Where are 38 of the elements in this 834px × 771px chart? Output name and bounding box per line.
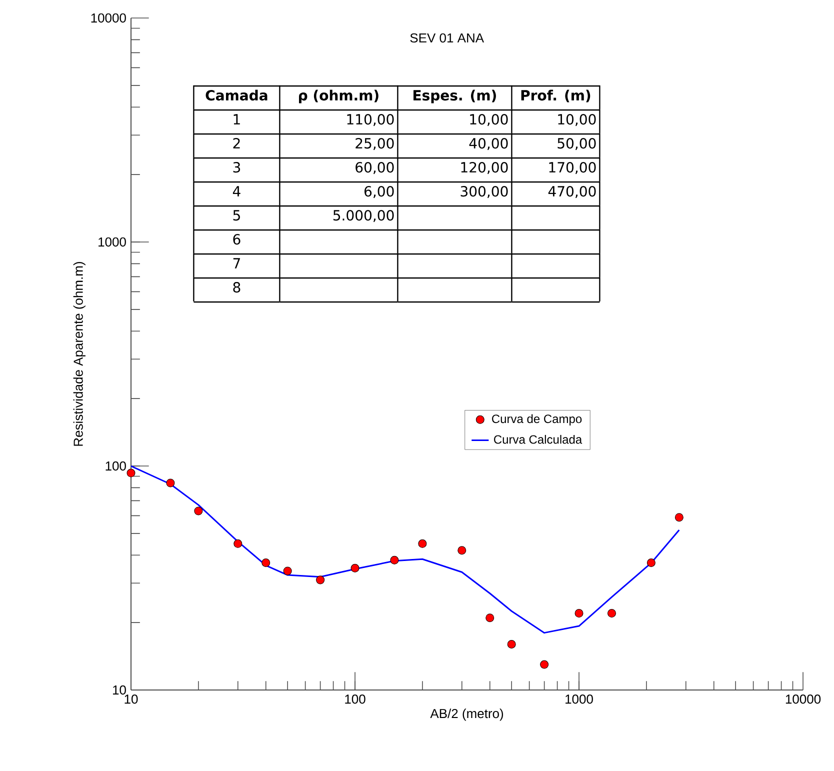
y-tick-label: 10000 bbox=[91, 13, 126, 23]
annotation: 5 bbox=[233, 210, 240, 221]
annotation: 10,00 bbox=[470, 114, 508, 126]
annotation: 120,00 bbox=[461, 162, 508, 174]
annotation: Prof. (m) bbox=[521, 90, 590, 102]
y-tick-label: 10 bbox=[113, 685, 126, 695]
annotation: Camada bbox=[206, 90, 268, 101]
annotation: 110,00 bbox=[347, 114, 394, 126]
annotation: 470,00 bbox=[548, 186, 596, 198]
annotation: 4 bbox=[232, 186, 240, 196]
y-tick-label: 100 bbox=[106, 461, 126, 471]
x-axis-title: AB/2 (metro) bbox=[430, 708, 504, 721]
y-tick-label: 1000 bbox=[98, 237, 126, 247]
annotation: 300,00 bbox=[460, 186, 508, 198]
annotation: 60,00 bbox=[356, 162, 394, 174]
text: SEV 01 ANA bbox=[410, 33, 484, 43]
annotation: 50,00 bbox=[558, 138, 596, 150]
annotation: 3 bbox=[233, 162, 240, 173]
annotation: 6,00 bbox=[364, 186, 394, 198]
x-tick-label: 10 bbox=[124, 694, 138, 704]
x-tick-label: 10000 bbox=[786, 694, 821, 704]
annotation: 1 bbox=[234, 114, 240, 124]
annotation: 5.000,00 bbox=[333, 210, 394, 222]
annotation: 25,00 bbox=[356, 138, 394, 150]
legend-label: Curva de Campo bbox=[492, 414, 582, 426]
annotation: Espes. (m) bbox=[414, 90, 496, 104]
legend-label: Curva Calculada bbox=[494, 434, 582, 444]
annotation: 170,00 bbox=[549, 162, 596, 174]
x-tick-label: 100 bbox=[345, 694, 366, 704]
x-tick-label: 1000 bbox=[566, 694, 593, 704]
annotation: 7 bbox=[233, 258, 240, 268]
annotation: 10,00 bbox=[558, 114, 596, 126]
y-axis-title: Resistividade Aparente (ohm.m) bbox=[73, 262, 86, 446]
annotation: 6 bbox=[233, 234, 240, 245]
annotation: 2 bbox=[233, 138, 240, 148]
annotation: ρ (ohm.m) bbox=[298, 90, 378, 104]
annotation: 40,00 bbox=[469, 138, 508, 150]
annotation: 8 bbox=[233, 282, 240, 293]
